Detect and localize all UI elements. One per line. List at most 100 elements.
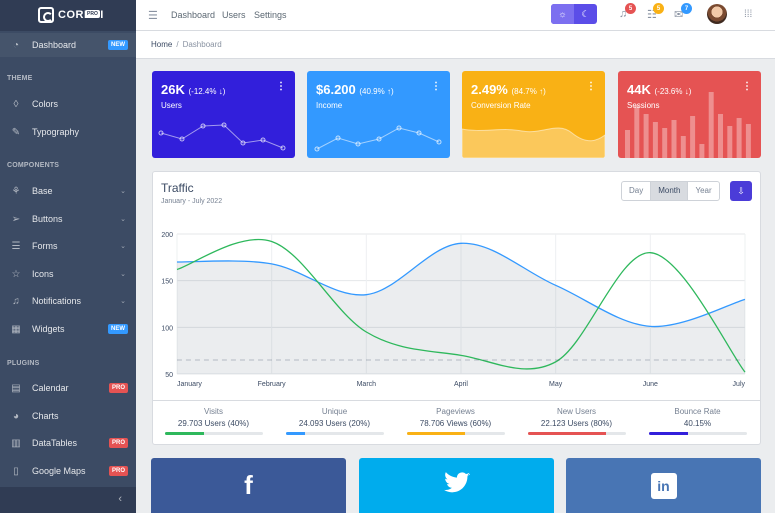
header-nav-users[interactable]: Users xyxy=(222,10,246,20)
sparkline-point xyxy=(314,146,320,152)
sidebar-item-label: Forms xyxy=(32,241,58,251)
widget-value: $6.200 (40.9% ↑) xyxy=(316,82,394,97)
period-month-button[interactable]: Month xyxy=(651,182,689,200)
twitter-card[interactable] xyxy=(359,458,554,513)
sparkline-point xyxy=(376,136,382,142)
nav-title-components: COMPONENTS xyxy=(7,162,60,169)
x-tick-label: January xyxy=(177,381,202,388)
traffic-card: Traffic January - July 2022 Day Month Ye… xyxy=(152,171,761,445)
stat-progress xyxy=(648,432,747,435)
sessions-bar xyxy=(718,114,723,158)
sidebar-item-label: Buttons xyxy=(32,214,63,224)
stat-bounce-rate: Bounce Rate 40.15% xyxy=(637,407,758,435)
chevron-down-icon: ⌄ xyxy=(120,216,126,223)
stat-title: Unique xyxy=(321,407,348,416)
sessions-bar xyxy=(625,130,630,158)
theme-toggle[interactable]: ☼ ☾ xyxy=(551,4,597,24)
sidebar-item-colors[interactable]: ◊ Colors xyxy=(0,92,136,116)
drop-icon: ◊ xyxy=(13,98,19,110)
stat-value: 22.123 Users (80%) xyxy=(540,419,613,428)
avatar[interactable] xyxy=(707,4,727,24)
more-options-icon[interactable]: ⋮ xyxy=(431,81,441,92)
sidebar-item-dashboard[interactable]: ◔ Dashboard NEW xyxy=(0,33,136,57)
stat-pageviews: Pageviews 78.706 Views (60%) xyxy=(395,407,516,435)
sparkline-point xyxy=(260,137,266,143)
sidebar: COREUI PRO ◔ Dashboard NEW THEME ◊ Color… xyxy=(0,0,136,513)
widget-conversion-rate: 2.49% (84.7% ↑) Conversion Rate ⋮ xyxy=(462,71,605,158)
stat-progress-fill xyxy=(164,432,204,435)
widget-change: (-12.4% ↓) xyxy=(188,87,226,96)
download-button[interactable]: ⇩ xyxy=(730,181,752,201)
sun-icon[interactable]: ☼ xyxy=(551,4,574,24)
more-options-icon[interactable]: ⋮ xyxy=(742,81,752,92)
stat-title: Visits xyxy=(204,407,223,416)
more-options-icon[interactable]: ⋮ xyxy=(276,81,286,92)
y-tick-label: 50 xyxy=(165,372,173,379)
traffic-chart: 50 100 150 200 January February March April May J… xyxy=(161,232,746,388)
sidebar-item-google-maps[interactable]: ▯ Google Maps PRO xyxy=(0,459,136,483)
stat-title: New Users xyxy=(556,407,597,416)
sidebar-toggler[interactable]: ‹ xyxy=(0,487,136,513)
sessions-bar xyxy=(736,118,742,158)
sidebar-item-icons[interactable]: ☆ Icons ⌄ xyxy=(0,262,136,286)
widget-number: $6.200 xyxy=(316,82,356,97)
stat-progress-fill xyxy=(648,432,688,435)
spreadsheet-icon: ▥ xyxy=(11,437,21,449)
stat-new-users: New Users 22.123 Users (80%) xyxy=(516,407,637,435)
sidebar-item-label: Calendar xyxy=(32,383,69,393)
sparkline-line xyxy=(160,124,284,149)
puzzle-icon: ⚘ xyxy=(11,185,21,197)
envelope-icon[interactable]: ✉ xyxy=(674,9,684,21)
sidebar-item-widgets[interactable]: ▦ Widgets NEW xyxy=(0,317,136,341)
sidebar-item-label: Colors xyxy=(32,99,59,109)
widget-users: 26K (-12.4% ↓) Users ⋮ xyxy=(152,71,295,158)
sidebar-item-datatables[interactable]: ▥ DataTables PRO xyxy=(0,431,136,455)
stat-value: 78.706 Views (60%) xyxy=(419,419,492,428)
sidebar-item-charts[interactable]: ◕ Charts xyxy=(0,404,136,428)
header-nav-settings[interactable]: Settings xyxy=(254,10,287,20)
widget-change: (40.9% ↑) xyxy=(359,87,394,96)
map-icon: ▯ xyxy=(13,465,19,477)
chevron-left-icon: ‹ xyxy=(118,493,122,505)
facebook-card[interactable]: f xyxy=(151,458,346,513)
sessions-bar xyxy=(708,92,714,158)
sessions-bar xyxy=(671,120,677,158)
bell-icon[interactable]: ♫ xyxy=(619,8,628,20)
sidebar-item-calendar[interactable]: ▤ Calendar PRO xyxy=(0,376,136,400)
breadcrumb: Home / Dashboard xyxy=(151,40,222,49)
nav-title-theme: THEME xyxy=(7,75,33,82)
list-icon[interactable]: ☷ xyxy=(647,9,657,21)
chevron-down-icon: ⌄ xyxy=(120,243,126,250)
pro-badge: PRO xyxy=(108,438,128,448)
stat-value: 40.15% xyxy=(683,419,712,428)
widget-income: $6.200 (40.9% ↑) Income ⋮ xyxy=(307,71,450,158)
sparkline-line xyxy=(316,127,440,150)
chevron-down-icon: ⌄ xyxy=(120,298,126,305)
sidebar-item-base[interactable]: ⚘ Base ⌄ xyxy=(0,179,136,203)
period-day-button[interactable]: Day xyxy=(622,182,652,200)
breadcrumb-home[interactable]: Home xyxy=(151,40,173,49)
sidebar-item-buttons[interactable]: ➢ Buttons ⌄ xyxy=(0,207,136,231)
period-year-button[interactable]: Year xyxy=(695,186,712,195)
sidebar-item-forms[interactable]: ☰ Forms ⌄ xyxy=(0,234,136,258)
sparkline-point xyxy=(396,125,402,131)
linkedin-card[interactable]: in xyxy=(566,458,761,513)
hamburger-menu-icon[interactable]: ☰ xyxy=(148,10,158,22)
sessions-bar xyxy=(643,114,649,158)
sidebar-item-typography[interactable]: ✎ Typography xyxy=(0,120,136,144)
moon-icon[interactable]: ☾ xyxy=(581,8,590,19)
x-tick-label: June xyxy=(643,381,658,388)
stat-title: Bounce Rate xyxy=(674,407,721,416)
sessions-bar xyxy=(690,116,696,158)
sidebar-item-notifications[interactable]: ♫ Notifications ⌄ xyxy=(0,289,136,313)
apps-grid-icon[interactable]: ⁞⁞⁞ xyxy=(744,9,753,20)
sidebar-item-label: Dashboard xyxy=(32,40,77,50)
brand[interactable]: COREUI PRO xyxy=(0,0,136,31)
bell-icon: ♫ xyxy=(12,295,20,307)
header-nav-dashboard[interactable]: Dashboard xyxy=(171,10,216,20)
series-area xyxy=(177,243,745,374)
stat-value: 29.703 Users (40%) xyxy=(177,419,250,428)
notes-icon: ☰ xyxy=(11,240,21,252)
more-options-icon[interactable]: ⋮ xyxy=(586,81,596,92)
sessions-bar xyxy=(680,136,686,158)
